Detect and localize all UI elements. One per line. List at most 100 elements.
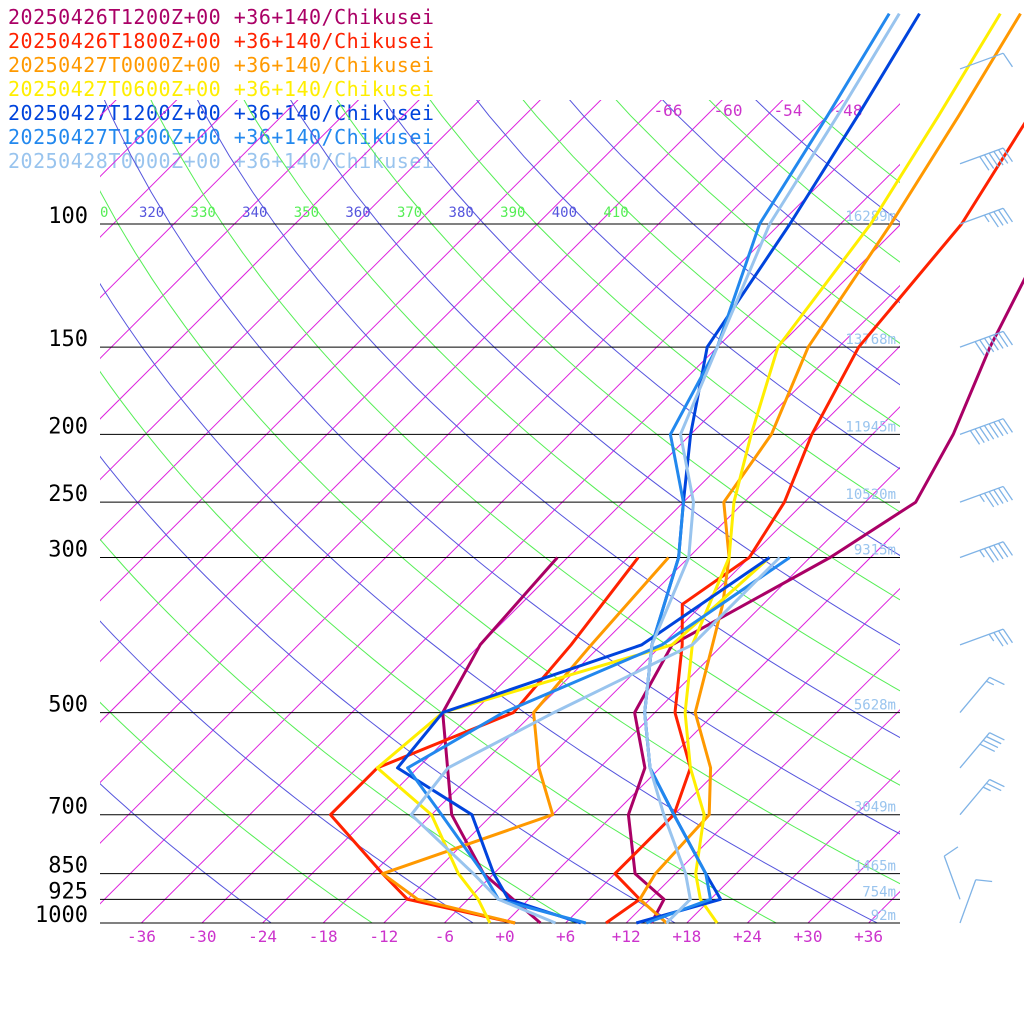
isotherm-line xyxy=(141,163,900,923)
wind-barb-flag xyxy=(988,491,999,506)
wind-barb-staff xyxy=(959,485,1004,503)
dewpoint-profile-line xyxy=(381,556,670,925)
isotherm-line xyxy=(100,100,663,663)
wind-barb-flag xyxy=(997,487,1009,503)
upper-profile-line xyxy=(768,12,901,225)
dry-adiabat-line xyxy=(100,455,676,923)
moist-adiabat-line xyxy=(150,100,900,786)
legend-entry: 20250427T1200Z+00 +36+140/Chikusei xyxy=(8,101,434,125)
height-label: 5628m xyxy=(854,698,896,714)
dry-adiabat-line xyxy=(383,100,900,557)
wind-barb-flag xyxy=(979,426,990,442)
temperature-tick-label: -36 xyxy=(127,927,156,946)
isotherm-line xyxy=(100,100,723,723)
moist-adiabat-line xyxy=(100,190,900,885)
legend-entry: 20250427T1800Z+00 +36+140/Chikusei xyxy=(8,125,434,149)
height-label: 92m xyxy=(871,908,896,924)
isotherm-line xyxy=(100,100,360,360)
wind-barb-flag xyxy=(993,211,1004,226)
wind-barb xyxy=(959,418,1013,445)
theta-label: 370 xyxy=(397,205,422,221)
upper-isotherm-label: -66 xyxy=(654,101,683,120)
theta-label: 0 xyxy=(100,205,108,221)
wind-barb-flag xyxy=(997,332,1009,348)
isotherm-line xyxy=(565,587,900,923)
height-label: 3049m xyxy=(854,800,896,816)
upper-profile-line xyxy=(889,12,1022,225)
temperature-profile-line xyxy=(683,223,872,924)
wind-barb-flag xyxy=(993,544,1004,560)
wind-barb-staff xyxy=(959,330,1004,348)
temperature-tick-label: +0 xyxy=(495,927,514,946)
wind-barb-flag xyxy=(969,430,981,445)
wind-barb-flag xyxy=(988,546,999,561)
wind-barb xyxy=(959,52,1013,70)
wind-barb-flag xyxy=(974,341,985,356)
grid xyxy=(100,14,1024,924)
height-label: 16289m xyxy=(845,209,896,225)
theta-label: 320 xyxy=(139,205,164,221)
wind-barb-flag xyxy=(1002,147,1013,163)
wind-barb-flag xyxy=(982,739,999,749)
wind-barb-staff xyxy=(959,52,1004,70)
wind-barb xyxy=(959,541,1013,563)
temperature-profile-line xyxy=(643,223,762,925)
pressure-label: 1000 xyxy=(35,903,88,928)
wind-barb-flag xyxy=(988,423,999,438)
height-label: 10520m xyxy=(845,487,896,503)
dry-adiabat-line xyxy=(476,100,900,470)
dry-adiabat-line xyxy=(100,783,272,923)
temperature-tick-label: +24 xyxy=(733,927,762,946)
isotherm-line xyxy=(929,14,1024,923)
theta-label: 410 xyxy=(603,205,628,221)
wind-barbs xyxy=(943,52,1013,924)
theta-label: 330 xyxy=(191,205,216,221)
grid-clipped xyxy=(100,14,1024,923)
dewpoint-profile-line xyxy=(396,556,771,925)
wind-barb-flag xyxy=(997,630,1009,645)
wind-barb-flag xyxy=(997,543,1009,558)
legend-entry: 20250426T1200Z+00 +36+140/Chikusei xyxy=(8,5,434,29)
moist-adiabat-line xyxy=(801,100,900,184)
moist-adiabat-line xyxy=(243,100,900,692)
temperature-profile-line xyxy=(626,276,1024,924)
temperature-tick-label: -24 xyxy=(248,927,277,946)
moist-adiabat-line xyxy=(100,701,373,923)
isotherm-line xyxy=(100,100,602,602)
wind-barb-flag xyxy=(975,879,993,883)
legend-entry: 20250426T1800Z+00 +36+140/Chikusei xyxy=(8,29,434,53)
upper-profile-line xyxy=(788,12,921,225)
moist-adiabat-line xyxy=(100,370,777,923)
temperature-tick-label: +30 xyxy=(794,927,823,946)
theta-label: 400 xyxy=(552,205,577,221)
moist-adiabat-line xyxy=(100,538,575,923)
pressure-label: 925 xyxy=(48,879,88,904)
legend-entry: 20250428T0000Z+00 +36+140/Chikusei xyxy=(8,149,434,173)
theta-label: 390 xyxy=(500,205,525,221)
isotherm-line xyxy=(322,345,900,923)
pressure-label: 500 xyxy=(48,693,88,718)
wind-barb-half-flag xyxy=(988,633,995,642)
pressure-label: 150 xyxy=(48,327,88,352)
wind-barb xyxy=(959,732,1005,769)
moist-adiabat-line xyxy=(429,100,900,513)
wind-barb-flag xyxy=(1002,330,1013,346)
wind-barb-staff xyxy=(959,147,1004,165)
wind-barb-flag xyxy=(989,676,1005,686)
dewpoint-profile-line xyxy=(409,556,781,925)
isotherm-line xyxy=(868,890,900,923)
temperature-profile-line xyxy=(643,223,772,925)
wind-barb-flag xyxy=(988,336,999,351)
isotherm-line xyxy=(100,103,900,905)
wind-barb-flag xyxy=(988,213,999,228)
dewpoint-profile-line xyxy=(329,556,640,925)
wind-barb xyxy=(959,330,1013,356)
height-label: 11945m xyxy=(845,419,896,435)
wind-barb-staff xyxy=(943,855,961,900)
wind-barb-half-flag xyxy=(983,214,990,223)
isotherm-line xyxy=(100,100,541,541)
isotherm-line xyxy=(383,406,900,923)
legend-entry: 20250427T0600Z+00 +36+140/Chikusei xyxy=(8,77,434,101)
theta-label: 380 xyxy=(449,205,474,221)
wind-barb xyxy=(959,207,1013,228)
